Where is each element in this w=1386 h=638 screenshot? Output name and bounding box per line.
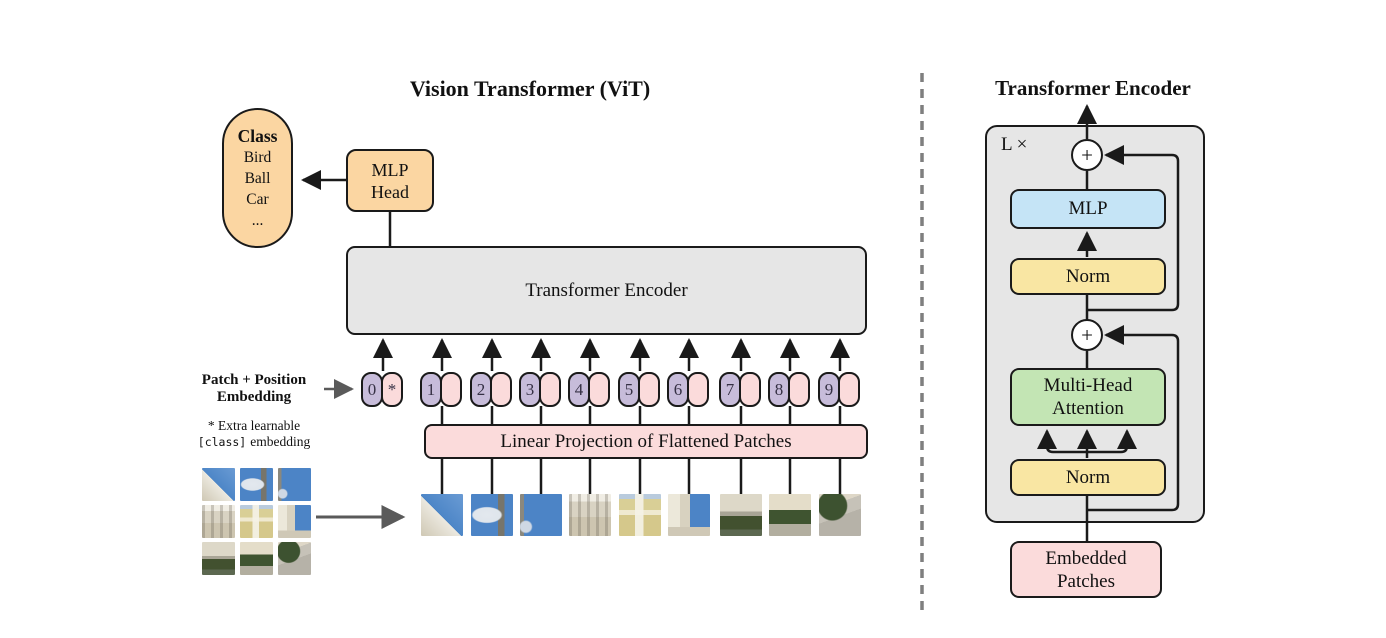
position-pill: 6 — [667, 372, 689, 407]
image-patch — [278, 468, 311, 501]
image-patch — [240, 505, 273, 538]
position-pill: 4 — [568, 372, 590, 407]
vit-title: Vision Transformer (ViT) — [409, 76, 651, 101]
layer-count-label: L × — [1001, 134, 1028, 155]
position-pill: 8 — [768, 372, 790, 407]
flattened-patch — [520, 494, 562, 536]
token-0: 0 * — [361, 372, 403, 407]
image-patch — [202, 505, 235, 538]
position-pill: 0 — [361, 372, 383, 407]
transformer-encoder-box: Transformer Encoder — [346, 246, 867, 335]
token-8: 8 — [768, 372, 810, 407]
residual-skip-mlp — [1087, 145, 1180, 312]
flattened-patch — [720, 494, 762, 536]
flattened-patch — [471, 494, 513, 536]
patch-pill — [588, 372, 610, 407]
position-pill: 1 — [420, 372, 442, 407]
class-item: Car — [246, 190, 269, 208]
patch-pill — [440, 372, 462, 407]
patch-pill — [739, 372, 761, 407]
residual-add-top: + — [1071, 139, 1103, 171]
encoder-detail-title: Transformer Encoder — [995, 76, 1191, 100]
residual-skip-attention — [1087, 325, 1180, 512]
norm-box-bottom: Norm — [1010, 459, 1166, 496]
class-item: ... — [251, 211, 264, 229]
class-token-footnote: * Extra learnable [class] embedding — [197, 418, 311, 449]
patch-position-label: Patch + Position Embedding — [201, 372, 307, 405]
embedded-patches-box: Embedded Patches — [1010, 541, 1162, 598]
image-patch — [278, 505, 311, 538]
token-2: 2 — [470, 372, 512, 407]
patch-pill — [490, 372, 512, 407]
position-pill: 7 — [719, 372, 741, 407]
patch-pill — [539, 372, 561, 407]
norm-box-top: Norm — [1010, 258, 1166, 295]
token-9: 9 — [818, 372, 860, 407]
image-patch — [202, 542, 235, 575]
patch-pill: * — [381, 372, 403, 407]
class-output-oval: Class Bird Ball Car ... — [222, 108, 293, 248]
token-5: 5 — [618, 372, 660, 407]
mlp-box: MLP — [1010, 189, 1166, 229]
linear-projection-box: Linear Projection of Flattened Patches — [424, 424, 868, 459]
image-patch — [278, 542, 311, 575]
patch-pill — [687, 372, 709, 407]
token-6: 6 — [667, 372, 709, 407]
position-pill: 5 — [618, 372, 640, 407]
image-patch — [240, 542, 273, 575]
flattened-patch — [819, 494, 861, 536]
class-item: Ball — [244, 169, 271, 187]
arrow-norm2-to-mha-left — [1037, 429, 1087, 454]
token-1: 1 — [420, 372, 462, 407]
residual-add-bottom: + — [1071, 319, 1103, 351]
token-7: 7 — [719, 372, 761, 407]
flattened-patch — [421, 494, 463, 536]
class-heading: Class — [237, 125, 278, 146]
flattened-patch — [569, 494, 611, 536]
multi-head-attention-box: Multi-Head Attention — [1010, 368, 1166, 426]
patch-pill — [838, 372, 860, 407]
token-4: 4 — [568, 372, 610, 407]
image-patch — [202, 468, 235, 501]
image-patch — [240, 468, 273, 501]
class-item: Bird — [243, 148, 272, 166]
mlp-head-box: MLP Head — [346, 149, 434, 212]
patch-pill — [638, 372, 660, 407]
position-pill: 2 — [470, 372, 492, 407]
position-pill: 9 — [818, 372, 840, 407]
flattened-patch — [619, 494, 661, 536]
token-3: 3 — [519, 372, 561, 407]
arrow-norm2-to-mha-right — [1087, 429, 1137, 454]
flattened-patch — [769, 494, 811, 536]
position-pill: 3 — [519, 372, 541, 407]
patch-pill — [788, 372, 810, 407]
flattened-patch — [668, 494, 710, 536]
class-token-code: [class] — [197, 435, 247, 449]
